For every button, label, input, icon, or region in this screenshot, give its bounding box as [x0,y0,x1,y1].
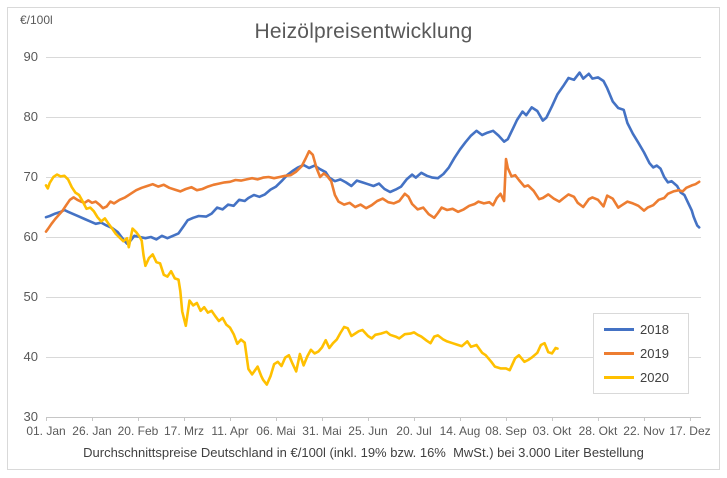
legend-label-2020: 2020 [640,369,669,385]
series-line-2020 [44,173,559,386]
series-line-2019 [44,149,701,233]
x-axis-label-20-Feb: 20. Feb [117,424,159,438]
x-axis-label-28-Okt: 28. Okt [578,424,618,438]
x-axis-label-25-Jun: 25. Jun [348,424,388,438]
y-axis-unit-label: €/100l [20,13,53,27]
legend-label-2018: 2018 [640,322,669,338]
y-axis-label-70: 70 [23,169,38,184]
y-axis-label-90: 90 [23,49,38,64]
chart-border [7,7,720,470]
legend-swatch-2019 [604,351,634,355]
x-axis-label-08-Sep: 08. Sep [485,424,527,438]
x-axis-label-14-Aug: 14. Aug [439,424,481,438]
y-axis-label-30: 30 [23,409,38,424]
legend-swatch-2020 [604,375,634,379]
y-axis-label-60: 60 [23,229,38,244]
legend-label-2019: 2019 [640,345,669,361]
x-axis-label-06-Mai: 06. Mai [256,424,296,438]
x-axis-label-22-Nov: 22. Nov [623,424,665,438]
legend-item-2018: 2018 [604,322,688,337]
series-line-2018 [44,71,701,245]
y-axis-label-50: 50 [23,289,38,304]
x-axis-label-17-Mrz: 17. Mrz [163,424,204,438]
y-axis-label-40: 40 [23,349,38,364]
legend-swatch-2018 [604,328,634,332]
x-axis-label-31-Mai: 31. Mai [302,424,342,438]
x-axis-label-03-Okt: 03. Okt [532,424,572,438]
x-axis-label-20-Jul: 20. Jul [396,424,432,438]
x-axis-label-11-Apr: 11. Apr [211,424,249,438]
chart-legend: 2018 2019 2020 [593,313,689,394]
y-axis-label-80: 80 [23,109,38,124]
legend-item-2019: 2019 [604,346,688,361]
x-axis-label-17-Dez: 17. Dez [669,424,711,438]
x-axis-label-26-Jan: 26. Jan [72,424,112,438]
legend-item-2020: 2020 [604,370,688,385]
chart-title: Heizölpreisentwicklung [254,20,473,43]
x-axis-label-01-Jan: 01. Jan [26,424,66,438]
chart-caption: Durchschnittspreise Deutschland in €/100… [83,445,644,460]
